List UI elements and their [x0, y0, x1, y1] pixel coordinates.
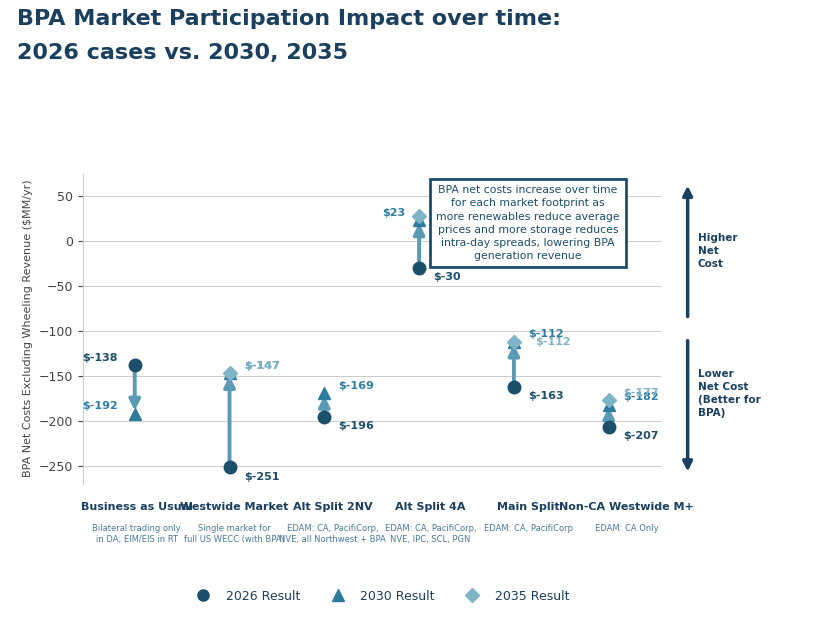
- Text: $-30: $-30: [434, 272, 461, 282]
- Text: $-163: $-163: [528, 391, 563, 401]
- Text: $28: $28: [434, 203, 457, 214]
- Text: $-192: $-192: [82, 401, 117, 411]
- Text: BPA net costs increase over time
for each market footprint as
more renewables re: BPA net costs increase over time for eac…: [436, 185, 620, 261]
- Text: $-196: $-196: [339, 421, 374, 431]
- Text: 2026 cases vs. 2030, 2035: 2026 cases vs. 2030, 2035: [17, 43, 348, 63]
- Text: Non-CA Westwide M+: Non-CA Westwide M+: [559, 502, 694, 512]
- Text: $-169: $-169: [339, 381, 374, 391]
- Text: Main Split: Main Split: [497, 502, 560, 512]
- Text: EDAM: CA, PacifiCorp,
NVE, all Northwest + BPA: EDAM: CA, PacifiCorp, NVE, all Northwest…: [279, 524, 386, 544]
- Text: Business as Usual: Business as Usual: [81, 502, 192, 512]
- Text: Westwide Market: Westwide Market: [180, 502, 289, 512]
- Text: BPA Market Participation Impact over time:: BPA Market Participation Impact over tim…: [17, 9, 561, 29]
- Text: $-182: $-182: [623, 392, 658, 402]
- Text: $23: $23: [382, 208, 405, 218]
- Text: Bilateral trading only
in DA; EIM/EIS in RT: Bilateral trading only in DA; EIM/EIS in…: [93, 524, 181, 544]
- Text: $-251: $-251: [244, 472, 279, 482]
- Text: $-138: $-138: [82, 353, 117, 363]
- Text: Higher
Net
Cost: Higher Net Cost: [698, 233, 738, 269]
- Text: Lower
Net Cost
(Better for
BPA): Lower Net Cost (Better for BPA): [698, 369, 761, 418]
- Text: EDAM: CA Only: EDAM: CA Only: [595, 524, 658, 533]
- Text: $-147: $-147: [244, 361, 279, 371]
- Text: EDAM: CA, PacifiCorp: EDAM: CA, PacifiCorp: [484, 524, 573, 533]
- Text: EDAM: CA, PacifiCorp,
NVE, IPC, SCL, PGN: EDAM: CA, PacifiCorp, NVE, IPC, SCL, PGN: [385, 524, 477, 544]
- Text: $-147: $-147: [244, 361, 279, 371]
- Text: $-112: $-112: [534, 337, 571, 347]
- Text: Single market for
full US WECC (with BPA): Single market for full US WECC (with BPA…: [184, 524, 285, 544]
- Legend: 2026 Result, 2030 Result, 2035 Result: 2026 Result, 2030 Result, 2035 Result: [186, 585, 574, 608]
- Text: $-177: $-177: [623, 388, 658, 398]
- Text: Alt Split 2NV: Alt Split 2NV: [292, 502, 373, 512]
- Y-axis label: BPA Net Costs Excluding Wheeling Revenue ($MM/yr): BPA Net Costs Excluding Wheeling Revenue…: [23, 180, 33, 477]
- Text: Alt Split 4A: Alt Split 4A: [396, 502, 466, 512]
- Text: $-112: $-112: [528, 329, 563, 339]
- Text: $-207: $-207: [623, 431, 658, 441]
